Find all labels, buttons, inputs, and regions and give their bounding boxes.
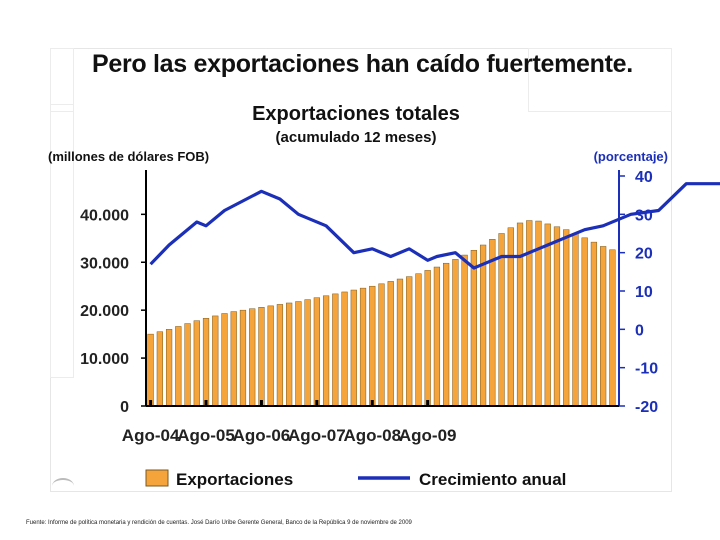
x-tick-label-0: Ago-04	[122, 426, 180, 445]
bar-2	[165, 329, 173, 407]
bar-31	[433, 266, 441, 407]
bar-16	[295, 301, 302, 407]
bar-28	[406, 276, 413, 407]
bar-20	[332, 293, 339, 407]
bar-17	[304, 299, 311, 407]
slide-corner-frame-right	[528, 48, 672, 112]
bar-3	[175, 326, 182, 407]
bar-25	[378, 283, 385, 407]
left-tick-label-0: 40.000	[80, 207, 129, 224]
axes-layer	[145, 170, 620, 407]
right-tick-label-5: -10	[635, 361, 658, 378]
right-tick-label-0: 40	[635, 169, 653, 186]
bar-44	[553, 226, 561, 407]
left-tick-label-2: 20.000	[80, 303, 129, 320]
slide-corner-frame	[50, 48, 74, 112]
bar-27	[396, 278, 404, 407]
right-tick-label-2: 20	[635, 246, 653, 263]
left-axis-label: (millones de dólares FOB)	[48, 149, 209, 164]
bar-48	[590, 241, 598, 407]
bar-14	[276, 304, 284, 407]
bar-19	[322, 295, 330, 407]
bar-46	[572, 233, 579, 407]
legend-bars-swatch	[145, 469, 169, 487]
bar-5	[193, 320, 200, 407]
bank-logo-icon	[52, 478, 74, 494]
bar-24	[369, 285, 376, 407]
bar-7	[212, 315, 219, 407]
bar-23	[359, 287, 367, 407]
bar-45	[563, 229, 570, 407]
right-tick-label-3: 10	[635, 284, 653, 301]
slide-headline: Pero las exportaciones han caído fuertem…	[92, 50, 633, 78]
x-tick-label-2: Ago-06	[233, 426, 291, 445]
bar-22	[350, 289, 357, 407]
right-tick-label-6: -20	[635, 399, 658, 416]
bar-41	[526, 220, 533, 407]
bar-37	[489, 239, 496, 407]
bar-40	[516, 222, 524, 407]
chart-title: Exportaciones totales	[252, 103, 460, 125]
x-tick-label-4: Ago-08	[343, 426, 401, 445]
bar-11	[249, 308, 256, 407]
bars-layer	[147, 220, 616, 407]
bar-13	[267, 305, 274, 407]
left-tick-label-1: 30.000	[80, 255, 129, 272]
bar-34	[461, 254, 468, 407]
bar-6	[202, 318, 210, 407]
bar-26	[387, 281, 394, 407]
bar-47	[581, 237, 588, 407]
ticks-layer: 40.000 30.000 20.000 10.000 0 40 30 20 10 0 -10 -20…	[80, 169, 658, 445]
bar-39	[507, 227, 514, 407]
bar-10	[239, 309, 247, 407]
bar-9	[230, 311, 237, 407]
bar-36	[479, 244, 487, 407]
right-tick-label-1: 30	[635, 207, 653, 224]
bar-33	[452, 259, 459, 407]
line-layer	[149, 182, 720, 270]
source-footer: Fuente: Informe de política monetaria y …	[26, 520, 412, 526]
x-tick-label-1: Ago-05	[177, 426, 235, 445]
bar-35	[470, 250, 477, 407]
chart-subtitle: (acumulado 12 meses)	[276, 129, 437, 146]
legend-bars-label: Exportaciones	[176, 470, 293, 489]
x-tick-label-3: Ago-07	[288, 426, 346, 445]
x-tick-label-5: Ago-09	[399, 426, 457, 445]
bar-29	[415, 273, 422, 407]
legend-line-label: Crecimiento anual	[419, 470, 566, 489]
bar-15	[286, 302, 293, 407]
bar-0	[147, 333, 154, 407]
bar-12	[258, 307, 265, 407]
bar-50	[609, 249, 616, 407]
bar-30	[424, 270, 431, 407]
left-tick-label-4: 0	[120, 399, 129, 416]
bar-38	[498, 233, 505, 407]
bar-1	[156, 331, 163, 407]
right-tick-label-4: 0	[635, 322, 644, 339]
bar-4	[184, 323, 191, 407]
legend: Exportaciones Crecimiento anual	[145, 469, 566, 489]
bar-49	[600, 246, 607, 407]
bar-21	[341, 291, 348, 407]
right-axis-label: (porcentaje)	[594, 149, 668, 164]
slide-side-frame	[50, 104, 74, 378]
bar-18	[313, 297, 320, 407]
growth-line	[149, 182, 720, 270]
bar-43	[544, 223, 551, 407]
left-tick-label-3: 10.000	[80, 351, 129, 368]
bar-32	[443, 262, 450, 407]
bar-8	[221, 313, 228, 407]
